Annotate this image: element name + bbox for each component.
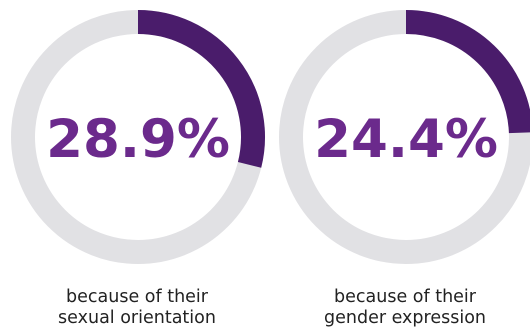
donut-value-gender-expression: 24.4% [314, 109, 498, 170]
caption-line-1: because of their [334, 287, 476, 307]
caption-gender-expression: because of their gender expression [305, 287, 505, 329]
donut-arc-sexual-orientation [137, 10, 265, 168]
donut-sexual-orientation: 28.9% [11, 10, 265, 264]
caption-line-1: because of their [66, 287, 208, 307]
caption-line-2: sexual orientation [58, 308, 216, 328]
donut-arc-gender-expression [405, 10, 530, 134]
caption-sexual-orientation: because of their sexual orientation [37, 287, 237, 329]
donut-value-sexual-orientation: 28.9% [46, 109, 230, 170]
caption-line-2: gender expression [324, 308, 486, 328]
donut-gender-expression: 24.4% [279, 10, 530, 264]
